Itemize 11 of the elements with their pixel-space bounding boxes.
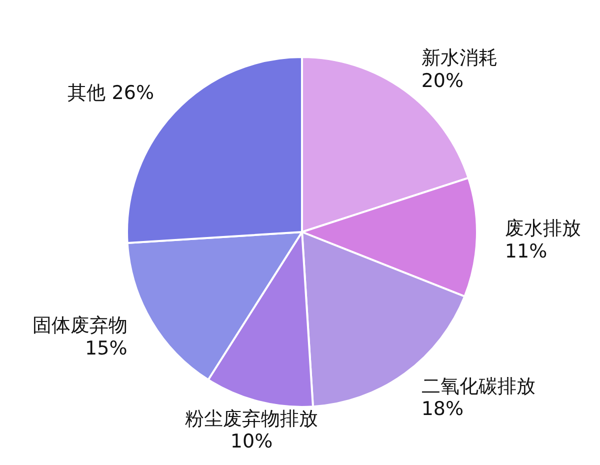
slice-label: 粉尘废弃物排放 [185,408,318,430]
slice-label: 废水排放 [504,218,581,240]
slice-label: 二氧化碳排放 [421,375,536,398]
data-label: 15% [85,337,128,360]
data-label: 10% [230,430,273,453]
data-label: 20% [421,70,464,92]
data-label: 11% [504,240,548,262]
slice-label: 固体废弃物 [32,314,128,337]
slice-label: 新水消耗 [421,46,498,69]
slice-label: 其他 26% [68,82,154,104]
data-label: 18% [421,398,464,420]
